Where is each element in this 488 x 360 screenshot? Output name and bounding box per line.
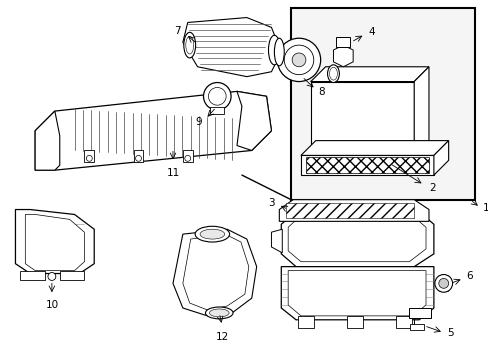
Ellipse shape (329, 67, 337, 80)
Text: 8: 8 (318, 87, 325, 97)
Circle shape (86, 156, 92, 161)
Polygon shape (183, 234, 248, 310)
Circle shape (291, 53, 305, 67)
Polygon shape (346, 316, 362, 328)
Polygon shape (300, 141, 448, 156)
Polygon shape (237, 91, 271, 150)
Text: 11: 11 (166, 168, 179, 178)
Text: 7: 7 (174, 26, 181, 36)
Polygon shape (173, 229, 256, 316)
Circle shape (208, 87, 225, 105)
Text: 2: 2 (428, 183, 435, 193)
Polygon shape (183, 18, 281, 77)
Polygon shape (287, 215, 425, 262)
Polygon shape (16, 210, 94, 274)
Polygon shape (20, 271, 45, 280)
Polygon shape (279, 200, 428, 221)
Bar (336, 37, 349, 47)
Ellipse shape (205, 307, 233, 319)
Ellipse shape (274, 38, 284, 66)
Polygon shape (433, 141, 448, 175)
Text: 3: 3 (267, 198, 274, 208)
Polygon shape (271, 229, 282, 253)
Polygon shape (409, 324, 423, 330)
Text: 4: 4 (368, 27, 375, 37)
Polygon shape (287, 271, 425, 316)
Polygon shape (183, 150, 192, 162)
Polygon shape (35, 91, 271, 170)
Circle shape (135, 156, 141, 161)
Circle shape (48, 273, 56, 280)
Ellipse shape (327, 65, 339, 82)
Polygon shape (413, 67, 428, 156)
Polygon shape (281, 267, 433, 320)
Polygon shape (60, 271, 84, 280)
Circle shape (277, 38, 320, 82)
Text: 9: 9 (195, 117, 201, 127)
Circle shape (438, 278, 448, 288)
Ellipse shape (185, 36, 193, 54)
Circle shape (434, 275, 452, 292)
Ellipse shape (209, 309, 229, 317)
Polygon shape (300, 156, 433, 175)
Bar (285, 203, 413, 219)
Text: 12: 12 (215, 332, 228, 342)
Bar (210, 107, 224, 114)
Polygon shape (84, 150, 94, 162)
Text: 5: 5 (446, 328, 452, 338)
Ellipse shape (200, 229, 224, 239)
Polygon shape (310, 82, 413, 156)
Ellipse shape (183, 32, 195, 58)
Circle shape (184, 156, 190, 161)
Ellipse shape (195, 226, 229, 242)
Text: 10: 10 (45, 300, 59, 310)
Bar (408, 308, 430, 318)
Polygon shape (35, 111, 60, 170)
Text: 1: 1 (482, 203, 488, 212)
Polygon shape (25, 215, 84, 271)
Polygon shape (133, 150, 143, 162)
Circle shape (203, 82, 231, 110)
Polygon shape (297, 316, 313, 328)
Bar (305, 157, 428, 173)
Ellipse shape (268, 35, 280, 65)
Bar (290, 8, 474, 200)
Text: 6: 6 (466, 271, 472, 282)
Circle shape (284, 45, 313, 75)
Polygon shape (310, 67, 428, 82)
Polygon shape (396, 316, 411, 328)
Polygon shape (333, 45, 352, 67)
Polygon shape (281, 212, 433, 267)
